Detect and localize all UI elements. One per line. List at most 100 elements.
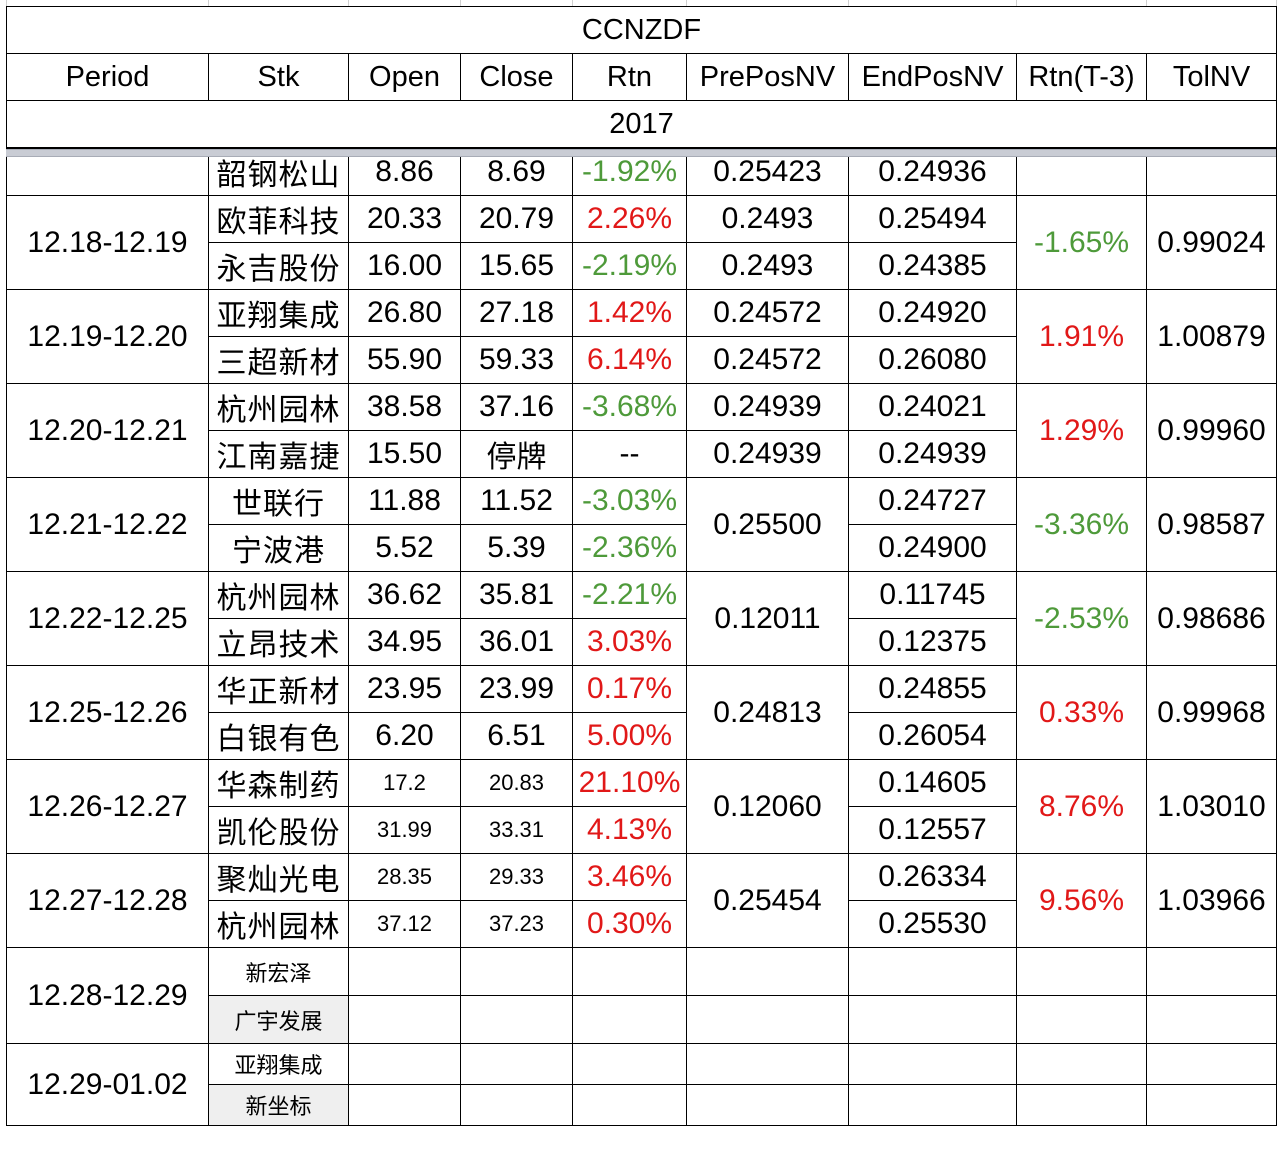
close-cell[interactable]: 37.23 — [460, 900, 573, 948]
prepos-cell[interactable]: 0.12060 — [686, 759, 849, 854]
endpos-cell[interactable]: 0.12557 — [848, 806, 1017, 854]
empty-cell[interactable] — [460, 947, 573, 996]
prepos-cell[interactable]: 0.24572 — [686, 289, 849, 337]
period-cell[interactable]: 12.20-12.21 — [6, 383, 209, 478]
empty-cell[interactable] — [848, 947, 1017, 996]
open-cell[interactable]: 55.90 — [348, 336, 461, 384]
rtn-cell[interactable]: -3.68% — [572, 383, 687, 431]
empty-cell[interactable] — [686, 947, 849, 996]
endpos-cell[interactable]: 0.24727 — [848, 477, 1017, 525]
stock-cell[interactable]: 亚翔集成 — [208, 1043, 349, 1085]
empty-cell[interactable] — [572, 1084, 687, 1126]
sheet-title[interactable]: CCNZDF — [6, 6, 1277, 54]
rtn-cell[interactable]: -3.03% — [572, 477, 687, 525]
empty-cell[interactable] — [848, 1084, 1017, 1126]
rtn-t3-cell[interactable]: 0.33% — [1016, 665, 1147, 760]
open-cell[interactable]: 11.88 — [348, 477, 461, 525]
empty-cell[interactable] — [1016, 995, 1147, 1044]
open-cell[interactable]: 16.00 — [348, 242, 461, 290]
stock-cell[interactable]: 世联行 — [208, 477, 349, 525]
empty-cell[interactable] — [686, 1084, 849, 1126]
endpos-cell[interactable]: 0.26054 — [848, 712, 1017, 760]
empty-cell[interactable] — [1016, 1043, 1147, 1085]
stock-cell[interactable]: 新坐标 — [208, 1084, 349, 1126]
rtn-t3-cell[interactable]: 8.76% — [1016, 759, 1147, 854]
tolnv-cell[interactable]: 0.99024 — [1146, 195, 1277, 290]
close-cell[interactable]: 35.81 — [460, 571, 573, 619]
open-cell[interactable]: 28.35 — [348, 853, 461, 901]
rtn-cell[interactable]: -- — [572, 430, 687, 478]
rtn-cell[interactable]: 0.30% — [572, 900, 687, 948]
open-cell[interactable]: 31.99 — [348, 806, 461, 854]
close-cell[interactable]: 6.51 — [460, 712, 573, 760]
open-cell[interactable]: 37.12 — [348, 900, 461, 948]
open-cell[interactable]: 15.50 — [348, 430, 461, 478]
period-cell[interactable]: 12.18-12.19 — [6, 195, 209, 290]
rtn-cell[interactable]: 2.26% — [572, 195, 687, 243]
empty-cell[interactable] — [848, 1043, 1017, 1085]
stock-cell[interactable]: 华森制药 — [208, 759, 349, 807]
empty-cell[interactable] — [1016, 1084, 1147, 1126]
rtn-cell[interactable]: -2.36% — [572, 524, 687, 572]
stock-cell[interactable]: 立昂技术 — [208, 618, 349, 666]
header-period[interactable]: Period — [6, 53, 209, 101]
header-open[interactable]: Open — [348, 53, 461, 101]
endpos-cell[interactable]: 0.12375 — [848, 618, 1017, 666]
empty-cell[interactable] — [460, 1043, 573, 1085]
stock-cell[interactable]: 凯伦股份 — [208, 806, 349, 854]
endpos-cell[interactable]: 0.24900 — [848, 524, 1017, 572]
period-cell[interactable]: 12.29-01.02 — [6, 1043, 209, 1126]
close-cell[interactable]: 29.33 — [460, 853, 573, 901]
header-tolnv[interactable]: TolNV — [1146, 53, 1277, 101]
close-cell[interactable]: 23.99 — [460, 665, 573, 713]
open-cell[interactable]: 20.33 — [348, 195, 461, 243]
tolnv-cell[interactable]: 1.03010 — [1146, 759, 1277, 854]
endpos-cell[interactable]: 0.24855 — [848, 665, 1017, 713]
rtn-t3-cell[interactable]: 1.91% — [1016, 289, 1147, 384]
stock-cell[interactable]: 杭州园林 — [208, 900, 349, 948]
rtn-cell[interactable]: -2.21% — [572, 571, 687, 619]
open-cell[interactable]: 5.52 — [348, 524, 461, 572]
rtn-cell[interactable]: 0.17% — [572, 665, 687, 713]
empty-cell[interactable] — [686, 1043, 849, 1085]
endpos-cell[interactable]: 0.25494 — [848, 195, 1017, 243]
close-cell[interactable]: 5.39 — [460, 524, 573, 572]
endpos-cell[interactable]: 0.14605 — [848, 759, 1017, 807]
rtn-t3-cell[interactable]: -3.36% — [1016, 477, 1147, 572]
header-close[interactable]: Close — [460, 53, 573, 101]
period-cell[interactable]: 12.19-12.20 — [6, 289, 209, 384]
endpos-cell[interactable]: 0.24939 — [848, 430, 1017, 478]
stock-cell[interactable]: 欧菲科技 — [208, 195, 349, 243]
stock-cell[interactable]: 杭州园林 — [208, 571, 349, 619]
prepos-cell[interactable]: 0.12011 — [686, 571, 849, 666]
close-cell[interactable]: 59.33 — [460, 336, 573, 384]
rtn-cell[interactable]: 21.10% — [572, 759, 687, 807]
open-cell[interactable]: 6.20 — [348, 712, 461, 760]
stock-cell[interactable]: 华正新材 — [208, 665, 349, 713]
open-cell[interactable]: 38.58 — [348, 383, 461, 431]
stock-cell[interactable]: 永吉股份 — [208, 242, 349, 290]
stock-cell[interactable]: 三超新材 — [208, 336, 349, 384]
close-cell[interactable]: 15.65 — [460, 242, 573, 290]
close-cell[interactable]: 33.31 — [460, 806, 573, 854]
empty-cell[interactable] — [572, 947, 687, 996]
tolnv-cell[interactable]: 1.00879 — [1146, 289, 1277, 384]
empty-cell[interactable] — [1146, 1084, 1277, 1126]
empty-cell[interactable] — [1146, 947, 1277, 996]
close-cell[interactable]: 20.83 — [460, 759, 573, 807]
empty-cell[interactable] — [1016, 947, 1147, 996]
prepos-cell[interactable]: 0.2493 — [686, 242, 849, 290]
tolnv-cell[interactable]: 1.03966 — [1146, 853, 1277, 948]
endpos-cell[interactable]: 0.24920 — [848, 289, 1017, 337]
close-cell[interactable]: 37.16 — [460, 383, 573, 431]
open-cell[interactable]: 17.2 — [348, 759, 461, 807]
period-cell[interactable]: 12.22-12.25 — [6, 571, 209, 666]
period-cell[interactable]: 12.28-12.29 — [6, 947, 209, 1044]
endpos-cell[interactable]: 0.24385 — [848, 242, 1017, 290]
rtn-t3-cell[interactable]: 1.29% — [1016, 383, 1147, 478]
empty-cell[interactable] — [572, 995, 687, 1044]
prepos-cell[interactable]: 0.25500 — [686, 477, 849, 572]
prepos-cell[interactable]: 0.2493 — [686, 195, 849, 243]
rtn-t3-cell[interactable]: 9.56% — [1016, 853, 1147, 948]
header-rtn-t-3-[interactable]: Rtn(T-3) — [1016, 53, 1147, 101]
